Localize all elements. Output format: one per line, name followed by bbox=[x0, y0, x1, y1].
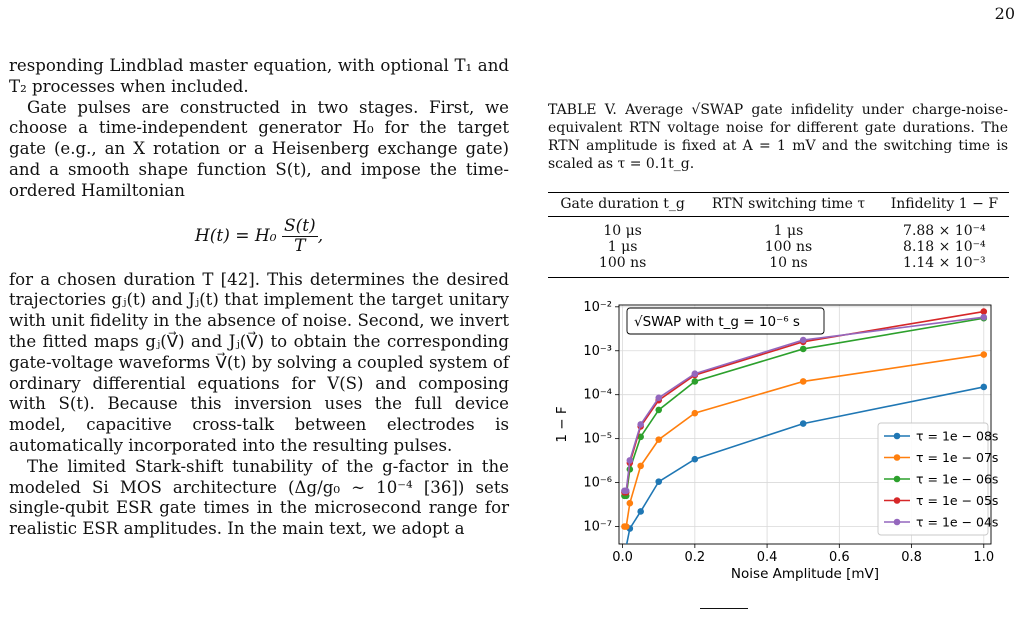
equation-lhs: H(t) = H₀ bbox=[194, 225, 277, 246]
paragraph-3: for a chosen duration T [42]. This deter… bbox=[9, 269, 509, 455]
page-number: 20 bbox=[994, 4, 1015, 23]
y-tick-label: 10⁻⁴ bbox=[583, 388, 612, 403]
data-point bbox=[626, 499, 634, 507]
table-header-cell: Gate duration t_g bbox=[548, 192, 698, 217]
y-tick-label: 10⁻² bbox=[583, 300, 612, 315]
table-header-row: Gate duration t_g RTN switching time τ I… bbox=[548, 192, 1009, 217]
x-tick-label: 0.8 bbox=[901, 550, 922, 565]
paragraph-2: Gate pulses are constructed in two stage… bbox=[9, 97, 509, 200]
legend-swatch-marker bbox=[893, 432, 901, 440]
table-row: 1 μs 100 ns 8.18 × 10⁻⁴ bbox=[548, 239, 1009, 255]
table-header-cell: Infidelity 1 − F bbox=[879, 192, 1009, 217]
data-point bbox=[691, 378, 699, 385]
x-tick-label: 0.4 bbox=[757, 550, 778, 565]
legend-label: τ = 1e − 04s bbox=[916, 515, 998, 530]
data-point bbox=[622, 523, 630, 530]
data-point bbox=[980, 308, 988, 315]
table-cell: 1.14 × 10⁻³ bbox=[879, 255, 1009, 278]
legend-swatch-marker bbox=[893, 475, 901, 483]
data-point bbox=[799, 345, 807, 353]
data-point bbox=[626, 457, 634, 464]
plot-frame bbox=[618, 304, 992, 545]
data-point bbox=[637, 462, 644, 470]
x-tick-label: 0.6 bbox=[829, 550, 850, 565]
equation-hamiltonian: H(t) = H₀ S(t) T , bbox=[9, 215, 509, 256]
results-table: Gate duration t_g RTN switching time τ I… bbox=[548, 192, 1009, 278]
data-point bbox=[980, 313, 988, 321]
data-point bbox=[799, 336, 807, 344]
table-cell: 7.88 × 10⁻⁴ bbox=[903, 223, 986, 239]
equation-fraction: S(t) T bbox=[281, 215, 318, 256]
legend-swatch-marker bbox=[893, 518, 901, 526]
data-point bbox=[655, 394, 663, 402]
infidelity-chart: 0.0 0.2 0.4 0.6 0.8 1.0 10⁻⁷ 10⁻⁶ 10⁻⁵ 10⁻⁴ 10⁻³ 10… bbox=[554, 300, 998, 582]
data-point bbox=[691, 370, 699, 378]
series-line bbox=[625, 386, 984, 544]
table-header-cell: RTN switching time τ bbox=[697, 192, 880, 217]
equation-denominator: T bbox=[294, 235, 306, 256]
x-tick-label: 1.0 bbox=[973, 550, 994, 565]
y-tick-label: 10⁻⁷ bbox=[583, 520, 612, 535]
table-cell: 100 ns bbox=[764, 239, 813, 255]
sqrt-overline-fragment bbox=[700, 608, 748, 609]
table-cell: 1 μs bbox=[607, 239, 638, 255]
data-point bbox=[980, 351, 988, 358]
chart-title: √SWAP with t_g = 10⁻⁶ s bbox=[634, 314, 800, 330]
body-text-column: responding Lindblad master equation, wit… bbox=[9, 56, 509, 540]
data-point bbox=[980, 383, 988, 391]
paragraph-1: responding Lindblad master equation, wit… bbox=[9, 56, 509, 96]
data-point bbox=[622, 487, 630, 495]
data-point bbox=[655, 406, 663, 414]
table-row: 10 μs 1 μs 7.88 × 10⁻⁴ bbox=[548, 217, 1009, 240]
table-cell: 100 ns bbox=[548, 255, 698, 278]
data-point bbox=[637, 421, 644, 428]
data-point bbox=[799, 378, 807, 385]
legend-swatch-marker bbox=[893, 497, 901, 504]
y-tick-label: 10⁻⁶ bbox=[583, 476, 612, 491]
series-line bbox=[624, 316, 984, 492]
y-axis-label: 1 − F bbox=[554, 406, 570, 442]
legend-swatch-marker bbox=[893, 454, 901, 461]
table-row: 100 ns 10 ns 1.14 × 10⁻³ bbox=[548, 255, 1009, 278]
paragraph-4: The limited Stark-shift tunability of th… bbox=[9, 456, 509, 539]
x-tick-label: 0.2 bbox=[685, 550, 706, 565]
data-point bbox=[655, 436, 663, 443]
legend-label: τ = 1e − 08s bbox=[916, 429, 998, 444]
table-caption: TABLE V. Average √SWAP gate infidelity u… bbox=[548, 102, 1008, 172]
x-tick-label: 0.0 bbox=[612, 550, 633, 565]
data-point bbox=[691, 455, 699, 463]
data-point bbox=[799, 420, 807, 427]
table-cell: 10 ns bbox=[697, 255, 880, 278]
table-cell: 1 μs bbox=[773, 223, 804, 239]
legend-label: τ = 1e − 07s bbox=[916, 450, 998, 465]
legend-label: τ = 1e − 06s bbox=[916, 472, 998, 487]
data-point bbox=[637, 508, 644, 515]
equation-numerator: S(t) bbox=[281, 215, 318, 237]
data-point bbox=[655, 478, 663, 485]
table-cell: 8.18 × 10⁻⁴ bbox=[903, 239, 986, 255]
series-line bbox=[624, 353, 984, 528]
table-cell: 10 μs bbox=[603, 223, 642, 239]
equation-tail: , bbox=[317, 225, 324, 246]
x-axis-label: Noise Amplitude [mV] bbox=[731, 566, 879, 582]
title-box bbox=[626, 307, 825, 335]
legend-label: τ = 1e − 05s bbox=[916, 493, 998, 508]
y-tick-label: 10⁻⁵ bbox=[583, 432, 612, 447]
y-tick-label: 10⁻³ bbox=[583, 344, 612, 359]
data-point bbox=[691, 409, 699, 417]
legend-box bbox=[877, 422, 989, 536]
data-point bbox=[637, 433, 644, 441]
